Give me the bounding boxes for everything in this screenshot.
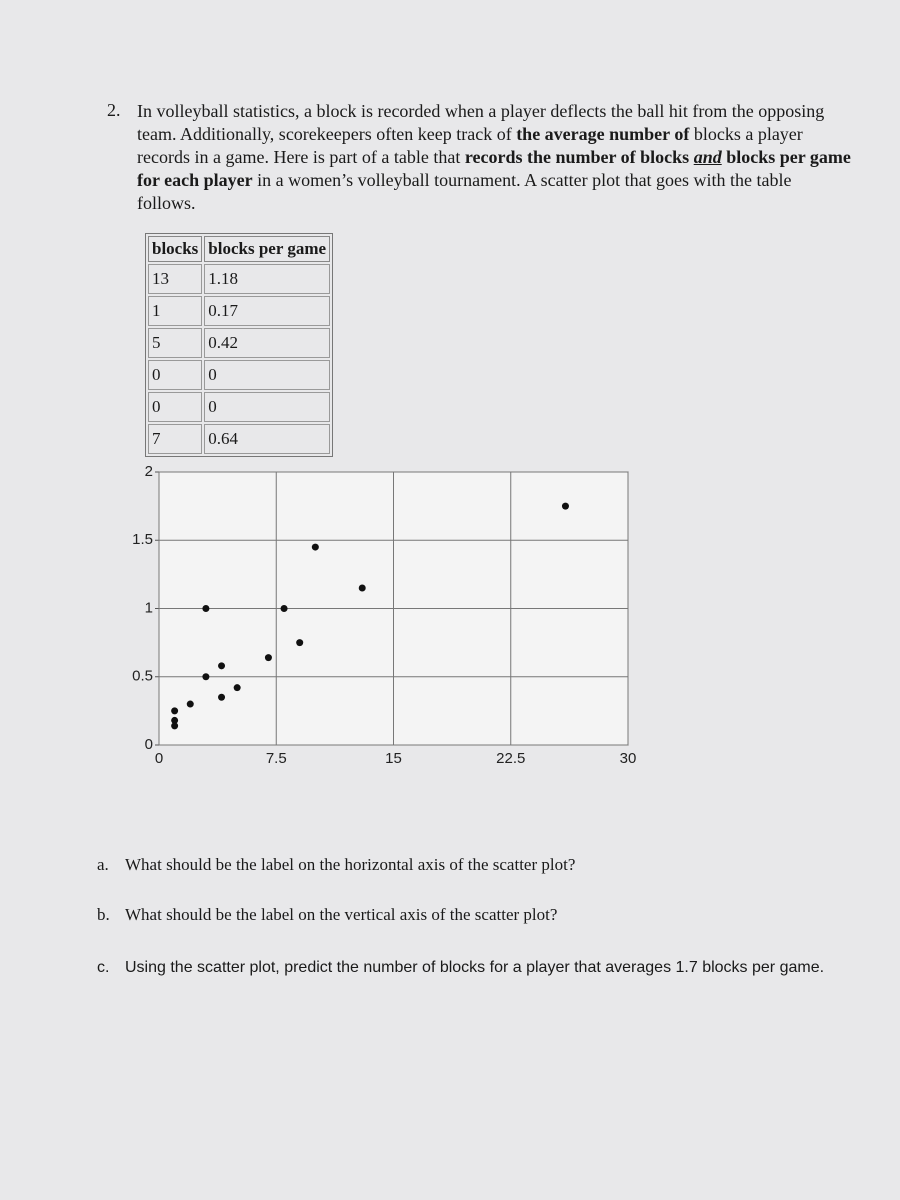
point (218, 662, 226, 670)
emphasis-text: and (693, 147, 722, 167)
text: in a women’s volleyball tournament. A sc… (137, 170, 792, 213)
text: blocks a player records in a game. Here … (137, 124, 803, 167)
point (171, 716, 179, 724)
point (202, 673, 210, 681)
table-header: blocks (148, 236, 203, 262)
point (358, 584, 366, 592)
table-row: 1 0.17 (148, 296, 331, 326)
text: In volleyball statistics, a block is rec… (137, 101, 825, 144)
question-label: a. (97, 855, 109, 874)
table-cell: 0 (204, 392, 331, 422)
table-row: 13 1.18 (148, 264, 331, 294)
point (561, 502, 569, 510)
question-text: What should be the label on the horizont… (125, 855, 576, 874)
x-tick-label: 7.5 (266, 750, 287, 767)
bold-text: blocks per game for each player (137, 147, 851, 190)
point (264, 654, 272, 662)
table-header: blocks per game (204, 236, 331, 262)
x-tick-label: 15 (385, 750, 402, 767)
table-cell: 1 (148, 296, 203, 326)
table-cell: 7 (148, 424, 203, 454)
point (202, 605, 210, 612)
point (311, 543, 319, 551)
table-cell: 0.17 (204, 296, 331, 326)
question-text: What should be the label on the vertical… (125, 905, 558, 924)
point (233, 684, 241, 692)
y-tick-label: 1 (145, 599, 153, 616)
table-cell: 0.42 (204, 328, 331, 358)
x-tick-label: 30 (620, 750, 637, 767)
table-cell: 0 (204, 360, 331, 390)
table-cell: 0 (148, 360, 203, 390)
y-tick-label: 0 (145, 736, 153, 753)
question: b. What should be the label on the vertic… (97, 905, 557, 925)
question-label: c. (97, 959, 110, 976)
table-cell: 0.64 (204, 424, 331, 454)
data-table: blocks blocks per game 13 1.18 1 0.17 5 0.42 0… (145, 233, 334, 457)
question: a. What should be the label on the horizo… (97, 855, 575, 875)
point (171, 707, 179, 715)
table-cell: 0 (148, 392, 203, 422)
y-tick-label: 0.5 (132, 668, 153, 685)
point (296, 639, 304, 647)
point (280, 605, 288, 612)
point (218, 693, 226, 701)
point (186, 700, 194, 708)
question: c. Using the scatter plot, predict the nu… (97, 955, 885, 980)
question-text: Using the scatter plot, predict the numb… (125, 959, 825, 976)
y-tick-label: 2 (145, 463, 153, 480)
problem-text: In volleyball statistics, a block is rec… (137, 100, 852, 215)
bold-text: records the number of blocks (464, 147, 690, 167)
problem-number: 2. (107, 100, 121, 120)
x-tick-label: 22.5 (496, 750, 525, 767)
table-cell: 5 (148, 328, 203, 358)
table-row: 7 0.64 (148, 424, 331, 454)
table-row: 5 0.42 (148, 328, 331, 358)
point (171, 722, 179, 730)
bold-text: the average number of (516, 124, 690, 144)
question-label: b. (97, 905, 110, 924)
table-cell: 13 (148, 264, 203, 294)
y-tick-label: 1.5 (132, 531, 153, 548)
x-tick-label: 0 (155, 750, 163, 767)
scatter-chart: 0 0.5 1 1.5 2 0 7.5 15 22.5 30 (132, 463, 637, 767)
table-cell: 1.18 (204, 264, 331, 294)
